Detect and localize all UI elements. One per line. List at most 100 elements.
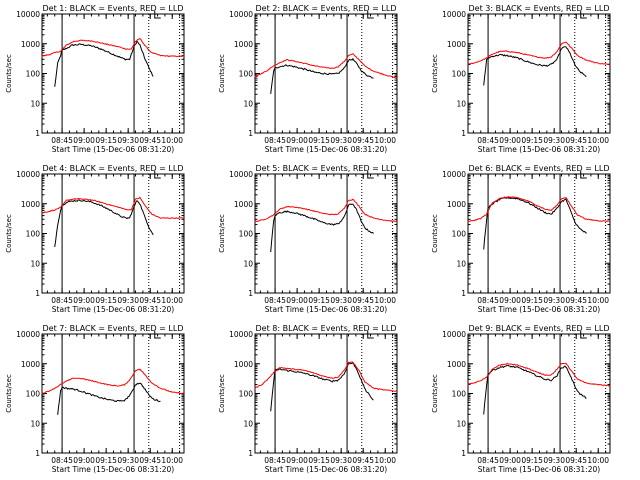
y-axis-label: Counts/sec [5, 214, 13, 253]
y-tick-label: 1000 [234, 200, 253, 209]
plot-frame [467, 13, 611, 134]
interval-bracket [580, 331, 587, 339]
events-series-line [483, 364, 587, 415]
y-tick-label: 100 [452, 70, 467, 79]
y-tick-label: 1 [461, 289, 466, 298]
y-tick-label: 10000 [229, 170, 253, 179]
x-tick-label: 10:00 [374, 296, 396, 305]
panel-det-7: 1 10 100 1000 10000 08:45 09:00 09:15 09:30 09:45… [5, 324, 185, 474]
x-tick-label: 09:30 [330, 136, 352, 145]
x-tick-label: 09:00 [499, 456, 521, 465]
y-tick-label: 10000 [229, 330, 253, 339]
x-tick-label: 09:00 [73, 136, 95, 145]
panel-title: Det 3: BLACK = Events, RED = LLD [469, 4, 610, 13]
x-tick-label: 10:00 [587, 456, 609, 465]
x-tick-label: 09:30 [117, 456, 139, 465]
x-axis-label: Start Time (15-Dec-06 08:31:20) [265, 145, 387, 154]
y-tick-label: 1 [35, 289, 40, 298]
x-tick-label: 09:45 [352, 296, 374, 305]
x-tick-label: 09:15 [95, 296, 117, 305]
y-tick-label: 10 [456, 99, 466, 108]
y-axis-label: Counts/sec [431, 54, 439, 93]
events-series-line [54, 40, 154, 87]
y-tick-label: 100 [239, 230, 254, 239]
y-tick-label: 10000 [442, 170, 466, 179]
x-tick-label: 09:00 [73, 296, 95, 305]
x-tick-label: 08:45 [264, 136, 286, 145]
events-series-line [270, 57, 374, 94]
y-tick-label: 1 [461, 129, 466, 138]
y-tick-label: 1000 [447, 360, 466, 369]
y-tick-label: 10 [30, 419, 40, 428]
x-tick-label: 09:15 [308, 296, 330, 305]
x-axis-label: Start Time (15-Dec-06 08:31:20) [265, 305, 387, 314]
events-series-line [270, 203, 374, 253]
events-series-line [483, 46, 587, 86]
panel-det-9: 1 10 100 1000 10000 08:45 09:00 09:15 09:30 09:45… [431, 324, 611, 474]
lld-series-line [254, 361, 398, 392]
y-tick-label: 1 [35, 449, 40, 458]
y-axis-label: Counts/sec [431, 214, 439, 253]
y-tick-label: 10 [243, 259, 253, 268]
events-series-line [57, 382, 161, 415]
y-tick-label: 1000 [447, 40, 466, 49]
y-axis-label: Counts/sec [431, 374, 439, 413]
y-tick-label: 1000 [21, 360, 40, 369]
y-tick-label: 1 [248, 449, 253, 458]
y-tick-label: 10 [30, 259, 40, 268]
x-axis-label: Start Time (15-Dec-06 08:31:20) [52, 305, 174, 314]
panel-title: Det 5: BLACK = Events, RED = LLD [256, 164, 397, 173]
panel-det-3: 1 10 100 1000 10000 08:45 09:00 09:15 09:30 09:45… [431, 4, 611, 154]
plot-frame [254, 173, 398, 294]
y-tick-label: 10 [30, 99, 40, 108]
y-axis-label: Counts/sec [5, 54, 13, 93]
plot-frame [467, 333, 611, 454]
x-tick-label: 09:00 [286, 136, 308, 145]
interval-bracket [154, 11, 161, 19]
panel-det-5: 1 10 100 1000 10000 08:45 09:00 09:15 09:30 09:45… [218, 164, 398, 314]
y-tick-label: 10000 [229, 10, 253, 19]
x-tick-label: 10:00 [161, 136, 183, 145]
x-tick-label: 08:45 [477, 136, 499, 145]
x-axis-label: Start Time (15-Dec-06 08:31:20) [478, 145, 600, 154]
x-tick-label: 08:45 [477, 456, 499, 465]
y-tick-label: 1000 [234, 360, 253, 369]
y-tick-label: 1 [461, 449, 466, 458]
y-tick-label: 1 [35, 129, 40, 138]
panel-det-1: 1 10 100 1000 10000 08:45 09:00 09:15 09:30 09:45… [5, 4, 185, 154]
y-tick-label: 10 [456, 259, 466, 268]
y-tick-label: 10 [243, 419, 253, 428]
x-tick-label: 09:45 [139, 456, 161, 465]
x-axis-label: Start Time (15-Dec-06 08:31:20) [52, 145, 174, 154]
x-tick-label: 09:15 [521, 296, 543, 305]
panel-title: Det 9: BLACK = Events, RED = LLD [469, 324, 610, 333]
y-tick-label: 100 [452, 390, 467, 399]
panel-det-2: 1 10 100 1000 10000 08:45 09:00 09:15 09:30 09:45… [218, 4, 398, 154]
panel-title: Det 7: BLACK = Events, RED = LLD [43, 324, 184, 333]
x-tick-label: 09:00 [286, 296, 308, 305]
y-tick-label: 10000 [16, 330, 40, 339]
x-tick-label: 08:45 [51, 136, 73, 145]
plot-frame [467, 173, 611, 294]
panel-det-4: 1 10 100 1000 10000 08:45 09:00 09:15 09:30 09:45… [5, 164, 185, 314]
y-tick-label: 100 [26, 230, 41, 239]
interval-bracket [367, 331, 374, 339]
interval-bracket [367, 171, 374, 179]
x-tick-label: 09:45 [139, 136, 161, 145]
y-axis-label: Counts/sec [218, 374, 226, 413]
x-tick-label: 09:45 [565, 136, 587, 145]
y-tick-label: 1000 [21, 200, 40, 209]
events-series-line [54, 199, 154, 248]
panel-title: Det 2: BLACK = Events, RED = LLD [256, 4, 397, 13]
y-tick-label: 1000 [21, 40, 40, 49]
x-tick-label: 09:30 [543, 296, 565, 305]
y-tick-label: 10000 [442, 330, 466, 339]
y-tick-label: 100 [26, 390, 41, 399]
x-tick-label: 09:45 [565, 296, 587, 305]
x-tick-label: 08:45 [51, 456, 73, 465]
interval-bracket [580, 171, 587, 179]
x-axis-label: Start Time (15-Dec-06 08:31:20) [478, 305, 600, 314]
x-tick-label: 10:00 [587, 136, 609, 145]
y-tick-label: 100 [239, 70, 254, 79]
x-tick-label: 09:00 [73, 456, 95, 465]
